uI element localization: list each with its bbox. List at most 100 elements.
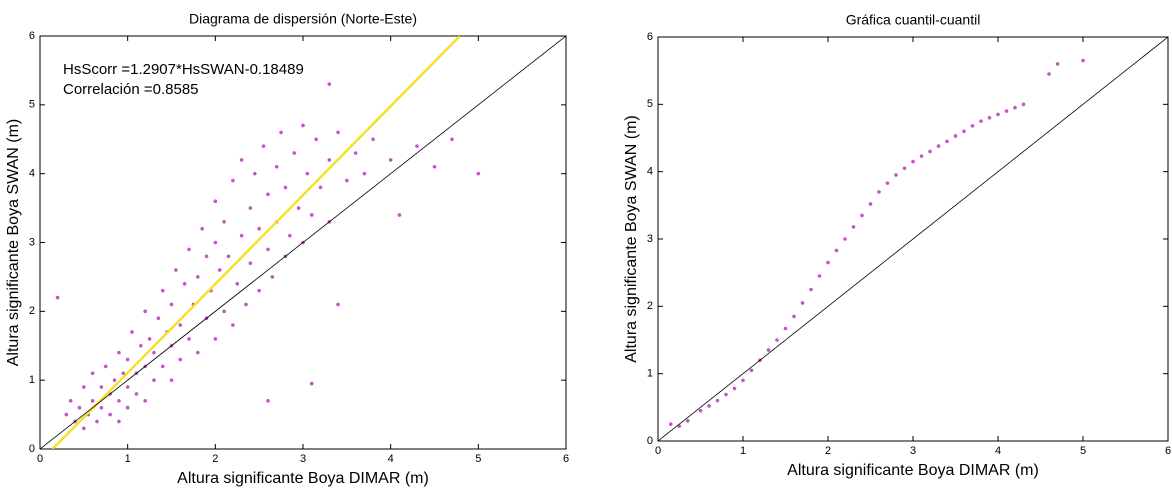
point (336, 302, 340, 307)
point (283, 185, 288, 190)
point (90, 371, 95, 376)
point (279, 130, 283, 135)
x-tick-label: 6 (563, 453, 569, 465)
y-tick-label: 2 (647, 300, 653, 312)
point (121, 371, 126, 376)
point (252, 171, 257, 176)
point (187, 337, 191, 341)
point (987, 116, 992, 120)
y-tick-label: 0 (29, 443, 35, 455)
line (40, 36, 566, 449)
point (239, 158, 244, 162)
point (143, 309, 147, 314)
point (64, 412, 69, 417)
point (125, 385, 130, 389)
point (147, 337, 152, 341)
point (362, 171, 367, 176)
point (724, 392, 728, 397)
point (257, 288, 261, 293)
point (945, 139, 949, 144)
y-tick-label: 2 (29, 305, 35, 317)
point (336, 130, 340, 135)
point (766, 348, 771, 352)
point (450, 137, 454, 142)
chart: Diagrama de dispersión (Norte-Este) Altur… (5, 11, 569, 488)
point (266, 192, 270, 197)
point (868, 202, 873, 206)
point (288, 233, 292, 238)
point (353, 151, 358, 155)
point (318, 185, 323, 190)
x-tick-label: 6 (1165, 445, 1171, 457)
point (668, 422, 673, 426)
point (1055, 62, 1060, 66)
y-tick-label: 0 (647, 435, 653, 447)
point (996, 112, 1000, 117)
point (82, 426, 86, 431)
y-tick-label: 3 (29, 236, 35, 248)
y-tick-label: 6 (647, 31, 653, 43)
point (244, 302, 248, 307)
x-tick-label: 5 (475, 453, 481, 465)
point (928, 149, 932, 154)
point (885, 181, 890, 185)
y-tick-label: 4 (647, 166, 653, 178)
x-tick-label: 3 (910, 445, 916, 457)
point (292, 151, 297, 155)
point (112, 378, 117, 382)
y-axis-label: Altura significante Boya SWAN (m) (5, 119, 22, 366)
point (99, 405, 104, 410)
x-axis-label: Altura significante Boya DIMAR (m) (787, 462, 1039, 479)
point (792, 314, 796, 319)
point (134, 392, 139, 396)
y-tick-label: 5 (29, 99, 35, 111)
point (894, 173, 898, 177)
point (371, 137, 375, 142)
point (415, 144, 419, 148)
line (658, 37, 1168, 441)
chart-title: Gráfica cuantil-cuantil (846, 12, 981, 28)
point (117, 350, 121, 355)
point (196, 275, 200, 279)
point (213, 240, 218, 245)
point (130, 330, 134, 334)
point (117, 399, 121, 403)
x-tick-label: 2 (825, 445, 831, 457)
point (196, 350, 200, 355)
point (817, 274, 822, 278)
point (226, 254, 231, 259)
point (68, 399, 73, 403)
point (834, 248, 839, 253)
point (213, 337, 218, 341)
point (143, 399, 147, 403)
point (274, 164, 279, 169)
point (99, 385, 104, 389)
y-tick-label: 1 (647, 368, 653, 380)
point (877, 190, 881, 194)
point (296, 206, 301, 210)
point (707, 404, 711, 408)
x-tick-label: 1 (125, 453, 131, 465)
x-axis-label: Altura significante Boya DIMAR (m) (177, 470, 429, 487)
point (222, 220, 226, 224)
annotation: Correlación =0.8585 (63, 81, 199, 98)
point (257, 226, 261, 231)
plot-content (40, 36, 566, 449)
point (117, 419, 121, 424)
y-axis-label: Altura significante Boya SWAN (m) (623, 115, 640, 362)
point (809, 287, 813, 292)
point (314, 137, 318, 142)
point (182, 282, 187, 286)
point (266, 247, 270, 252)
y-tick-label: 4 (29, 168, 35, 180)
point (345, 178, 349, 183)
point (962, 129, 966, 134)
point (204, 254, 209, 259)
point (222, 309, 226, 314)
point (860, 213, 864, 218)
x-tick-label: 1 (740, 445, 746, 457)
point (217, 268, 222, 272)
point (77, 405, 82, 410)
point (178, 323, 183, 327)
point (327, 158, 332, 162)
